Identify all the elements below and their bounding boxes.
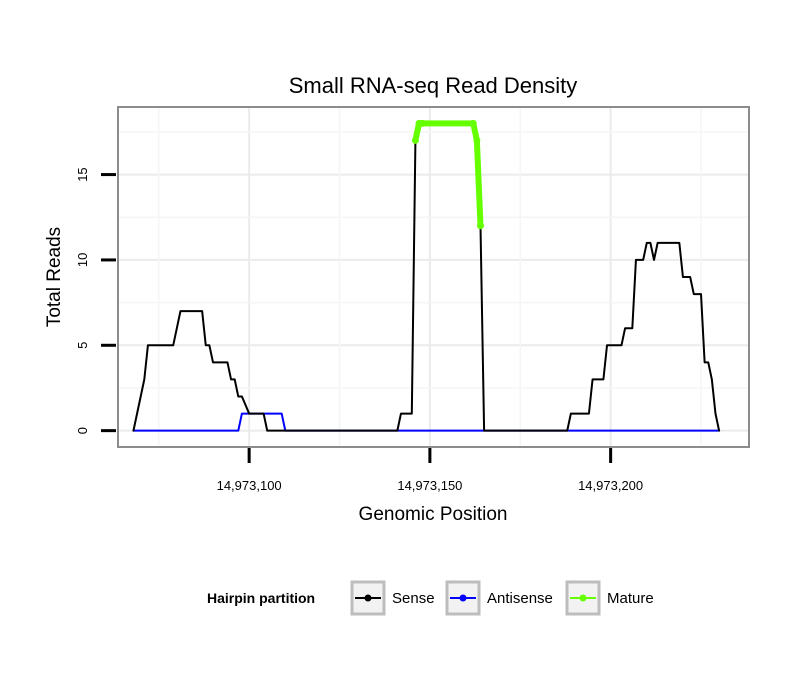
x-tick-label: 14,973,150 (397, 478, 462, 493)
grid (119, 108, 748, 446)
legend-label-antisense: Antisense (487, 590, 553, 607)
x-tick-label: 14,973,100 (217, 478, 282, 493)
x-tick-label: 14,973,200 (578, 478, 643, 493)
x-axis-title: Genomic Position (359, 504, 508, 525)
series-line-sense (132, 122, 721, 432)
legend-point-antisense (459, 594, 467, 602)
plot-panel-border (117, 106, 750, 448)
data-point-mature (469, 119, 477, 127)
legend-point-mature (579, 594, 587, 602)
legend-item-mature: Mature (565, 580, 654, 616)
axes: 14,973,100 14,973,150 14,973,200 0 5 10 15 (75, 167, 643, 493)
y-axis-title: Total Reads (44, 227, 65, 327)
legend-label-sense: Sense (392, 590, 435, 607)
y-tick-label: 15 (75, 167, 90, 181)
chart-title: Small RNA-seq Read Density (289, 73, 578, 98)
y-tick-label: 10 (75, 253, 90, 267)
y-tick-label: 0 (75, 427, 90, 434)
legend: Hairpin partition Sense Antisense Mature (207, 580, 654, 616)
legend-item-antisense: Antisense (445, 580, 553, 616)
legend-title: Hairpin partition (207, 590, 315, 606)
data-point-mature (411, 136, 419, 144)
legend-item-sense: Sense (350, 580, 435, 616)
series-layer (132, 119, 721, 432)
data-point-mature (419, 119, 427, 127)
series-line-antisense (132, 412, 721, 432)
data-point-mature (473, 136, 481, 144)
y-tick-label: 5 (75, 342, 90, 349)
data-point-mature (476, 222, 484, 230)
legend-label-mature: Mature (607, 590, 654, 607)
legend-point-sense (364, 594, 372, 602)
